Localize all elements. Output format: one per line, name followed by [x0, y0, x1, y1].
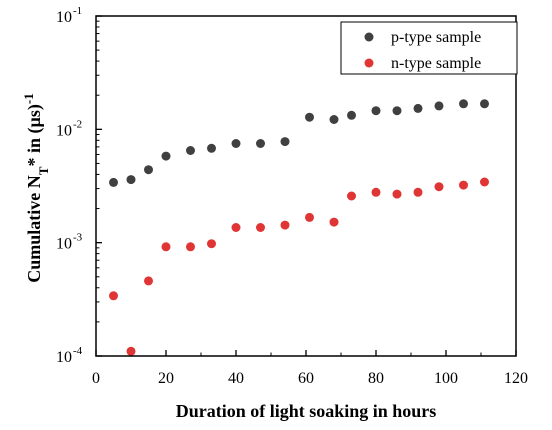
n-type-point	[256, 223, 265, 232]
p-type-point	[347, 110, 356, 120]
y-tick-label: 10	[56, 349, 72, 366]
x-axis-title: Duration of light soaking in hours	[176, 401, 437, 421]
y-tick-label: 10	[56, 122, 72, 139]
n-type-point	[329, 217, 339, 227]
y-axis-title-sup: -1	[21, 93, 36, 104]
n-type-point	[126, 346, 136, 356]
plot-frame	[95, 15, 517, 357]
y-tick-label-exponent: -1	[73, 5, 82, 17]
y-tick-label-exponent: -4	[73, 345, 83, 357]
x-tick-label: 120	[504, 370, 528, 387]
n-type-point	[347, 191, 356, 201]
p-type-point	[280, 137, 290, 147]
p-type-point	[329, 115, 339, 124]
y-axis-title-main: Cumulative N	[24, 175, 44, 283]
n-type-point	[480, 177, 489, 187]
x-tick-label: 100	[434, 370, 458, 387]
y-axis-title: Cumulative NT* in (µs)-1	[21, 93, 51, 282]
n-type-point	[305, 212, 314, 222]
p-type-point	[371, 106, 381, 116]
p-type-point	[186, 146, 195, 155]
data-points	[109, 99, 489, 356]
p-type-point	[126, 175, 136, 185]
x-tick-label: 80	[368, 370, 384, 387]
n-type-point	[392, 189, 402, 199]
y-axis-title-rest: * in (µs)	[24, 104, 45, 166]
p-type-point	[305, 112, 314, 122]
p-type-point	[480, 99, 489, 109]
n-type-point	[161, 242, 171, 252]
p-type-point	[434, 101, 444, 111]
p-type-point	[392, 106, 402, 116]
n-type-point	[413, 187, 423, 197]
x-tick-label: 20	[158, 370, 174, 387]
p-type-point	[109, 177, 118, 187]
x-tick-label: 60	[298, 370, 314, 387]
n-type-point	[459, 180, 468, 190]
n-type-point	[207, 239, 216, 249]
y-tick-labels: 10-410-310-210-1	[56, 5, 83, 366]
y-tick-label-exponent: -3	[73, 232, 83, 244]
p-type-point	[144, 165, 153, 175]
y-axis-title-sub: T	[36, 166, 51, 175]
p-type-point	[231, 139, 241, 148]
p-type-point	[459, 99, 468, 109]
p-type-point	[256, 139, 265, 148]
n-type-point	[434, 182, 444, 192]
legend-marker-p-type	[364, 32, 374, 42]
legend-label-n-type: n-type sample	[391, 55, 481, 72]
x-tick-label: 40	[228, 370, 244, 387]
n-type-point	[144, 276, 153, 286]
n-type-point	[109, 291, 118, 301]
legend-marker-n-type	[364, 58, 374, 68]
y-tick-label-exponent: -2	[73, 118, 82, 130]
legend-label-p-type: p-type sample	[391, 29, 481, 46]
y-tick-label: 10	[56, 9, 72, 26]
y-tick-label: 10	[56, 236, 72, 253]
n-type-point	[371, 187, 381, 197]
n-type-point	[231, 223, 241, 232]
legend: p-type sample n-type sample	[340, 21, 518, 75]
p-type-point	[161, 151, 171, 161]
p-type-point	[413, 103, 423, 113]
n-type-point	[280, 220, 290, 230]
x-tick-labels: 0 20 40 60 80 100 120	[92, 370, 528, 387]
n-type-point	[186, 242, 195, 252]
p-type-point	[207, 143, 216, 153]
x-tick-label: 0	[92, 370, 100, 387]
